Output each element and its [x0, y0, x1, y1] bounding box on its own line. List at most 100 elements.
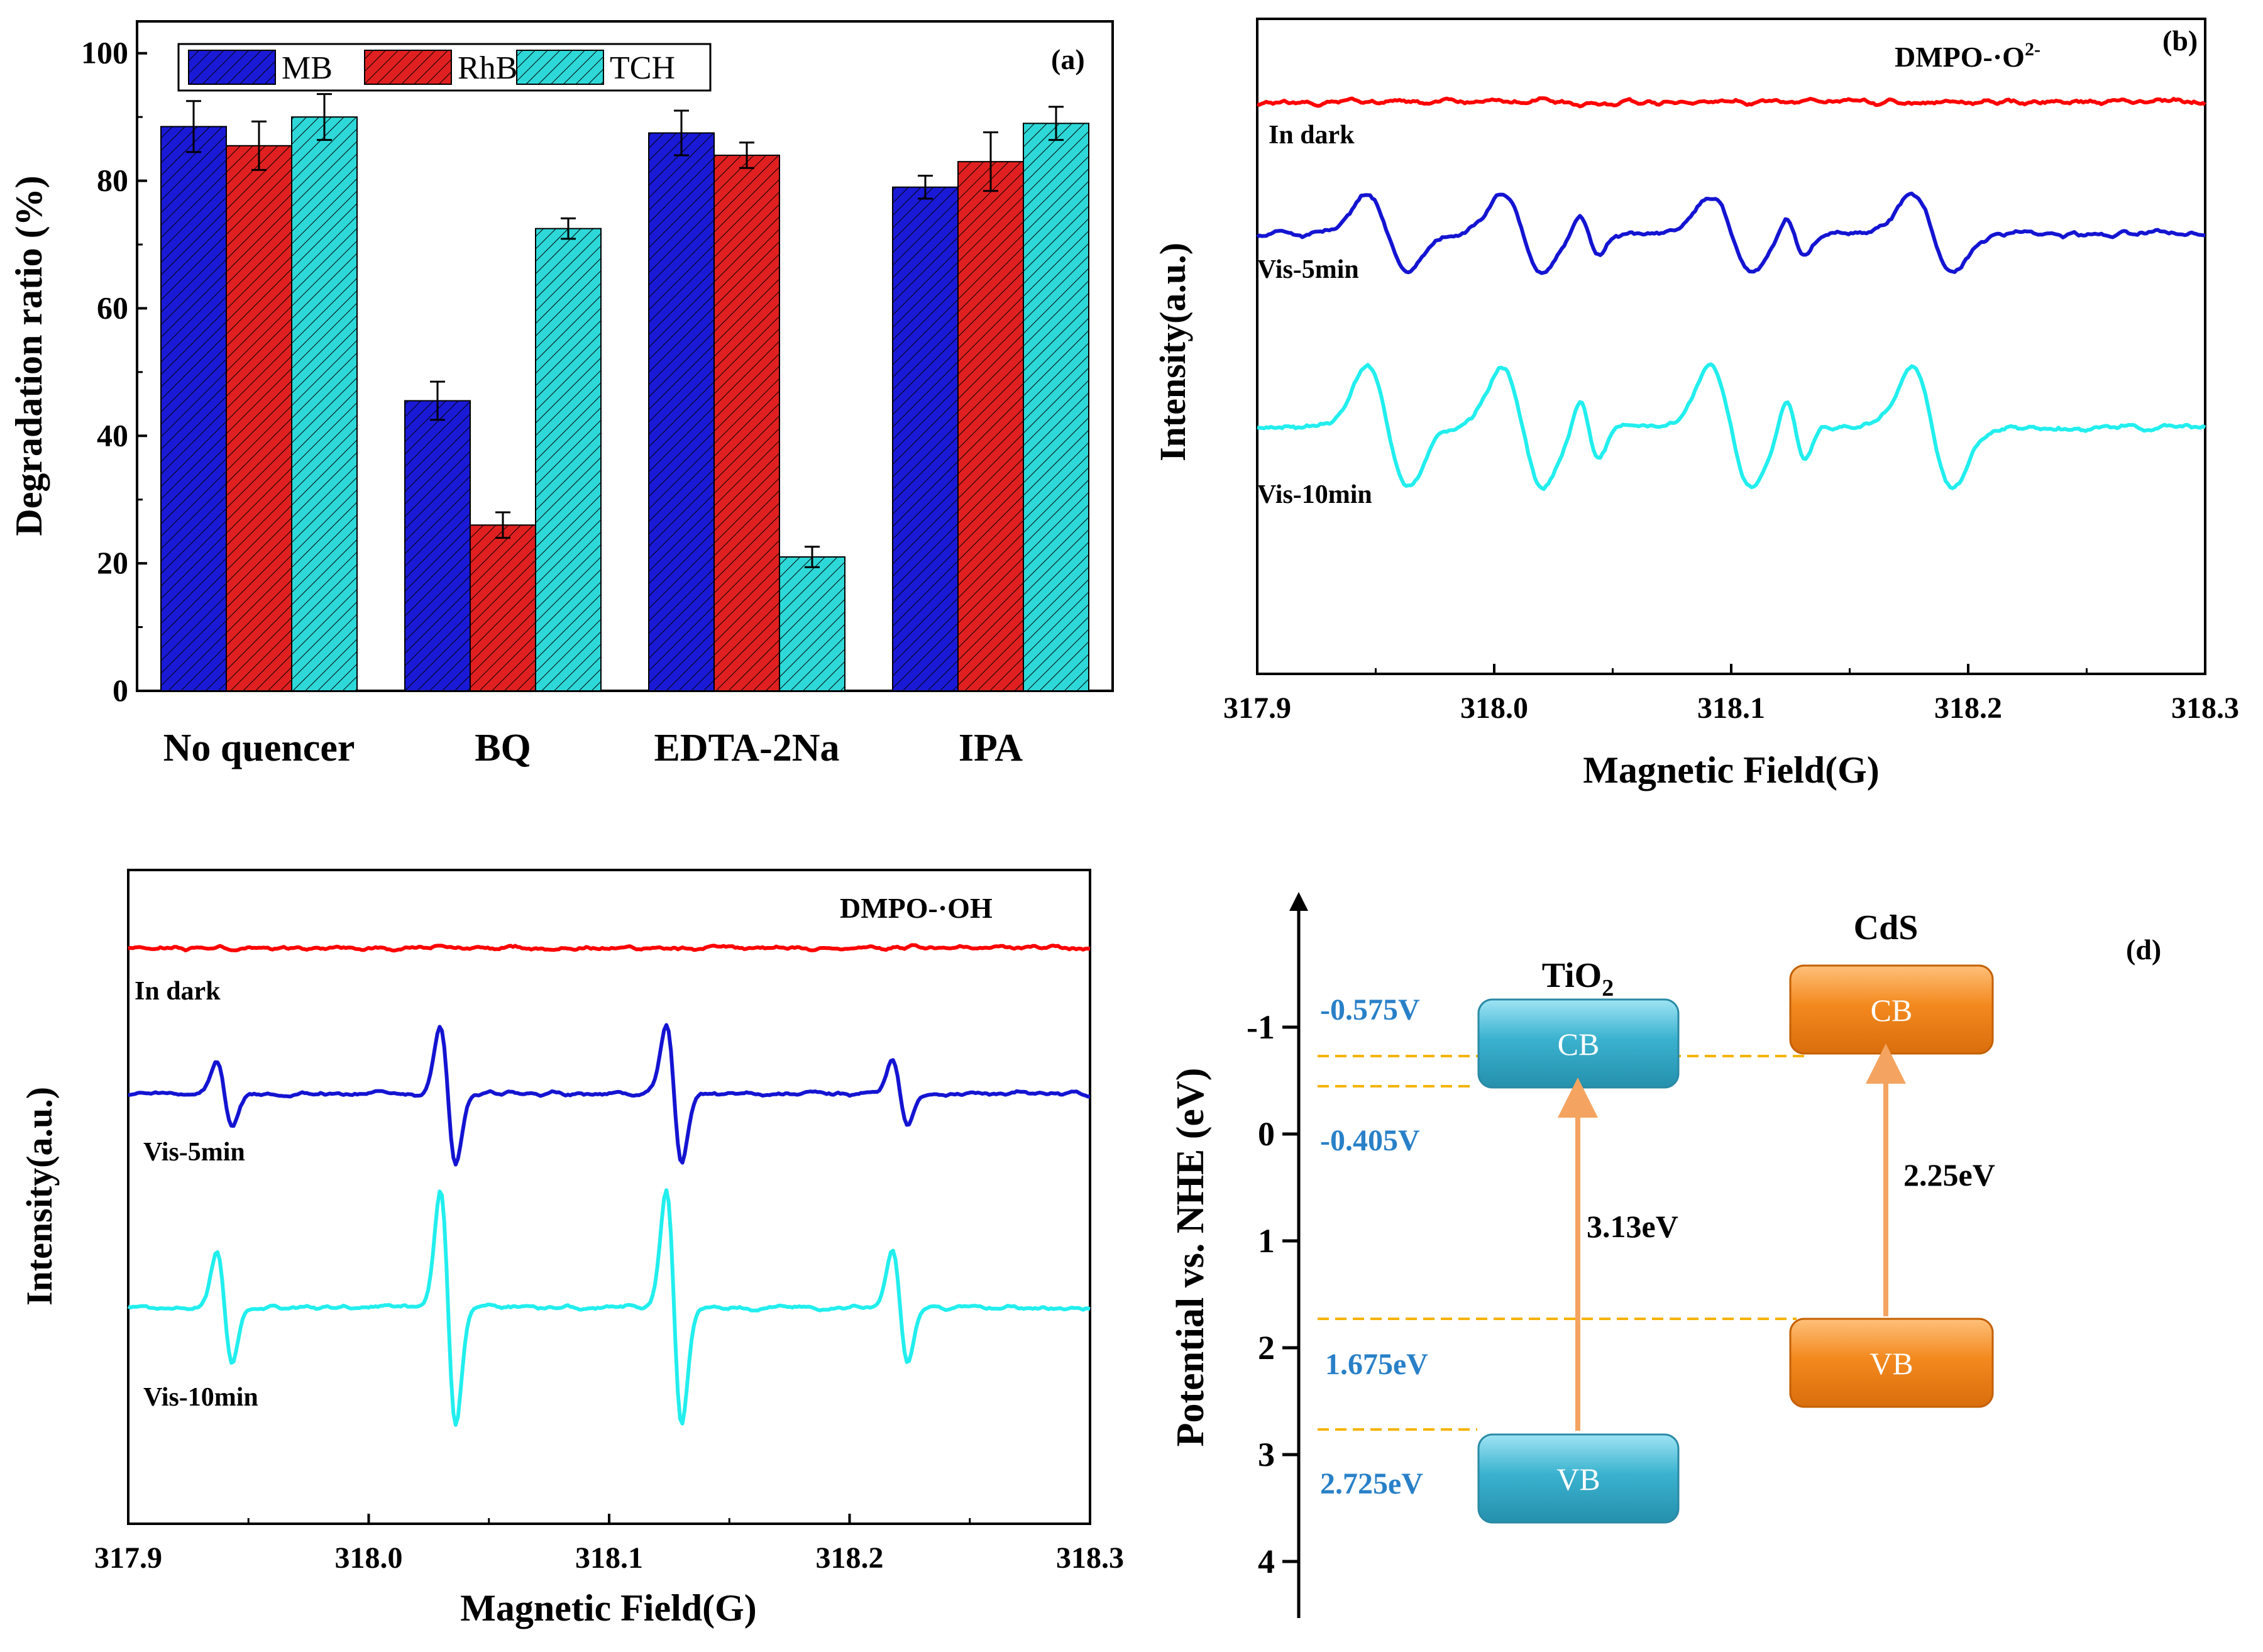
panel-c-epr-chart: 317.9 318.0 318.1 318.2 318.3 In dark Vis-5m…	[19, 869, 1124, 1629]
value-cb-edge: -0.405V	[1320, 1124, 1420, 1157]
value-vb-tio2: 2.725eV	[1320, 1467, 1423, 1501]
panel-a-y-axis-label: Degradation ratio (%)	[8, 175, 50, 536]
legend-swatch-tch	[516, 50, 604, 85]
panel-b-line-vis-10min	[1257, 362, 2206, 491]
bar-rhb-1	[470, 524, 536, 691]
legend-label-rhb: RhB	[458, 50, 517, 86]
error-bar-tch-0	[317, 93, 332, 141]
bar-tch-3	[1023, 123, 1089, 692]
error-bar-rhb-2	[739, 141, 754, 169]
panel-a-tag: (a)	[1051, 43, 1085, 75]
bar-rhb-0	[226, 145, 292, 692]
panel-c-frame	[127, 869, 1091, 1525]
panel-d-tag: (d)	[2126, 933, 2161, 966]
bar-mb-2	[648, 132, 715, 691]
cds-cb-label: CB	[1871, 993, 1913, 1028]
error-bar-mb-1	[430, 380, 445, 421]
cds-vb-box: VB	[1789, 1318, 1994, 1408]
tio2-vb-box: VB	[1477, 1433, 1680, 1524]
bar-tch-0	[291, 116, 358, 691]
panel-c-series-label-vis5: Vis-5min	[143, 1138, 245, 1167]
y-tick-label-4: 80	[97, 163, 128, 198]
error-bar-mb-0	[186, 100, 201, 153]
panel-d-y-tick-label-2: 1	[1258, 1222, 1275, 1260]
x-tick-label-2: EDTA-2Na	[654, 727, 839, 769]
panel-b-frame	[1256, 18, 2206, 675]
panel-b-annotation: DMPO-·O2-	[1895, 39, 2040, 73]
panel-b-line-in-dark	[1257, 96, 2206, 109]
panel-b-x-tick-label-3: 318.2	[1934, 691, 2002, 725]
bar-tch-2	[779, 556, 845, 691]
error-bar-tch-1	[561, 217, 576, 240]
panel-c-annotation: DMPO-·OH	[840, 892, 993, 924]
x-tick-label-0: No quencer	[163, 727, 355, 769]
panel-b-x-tick-label-1: 318.0	[1460, 691, 1528, 725]
panel-c-line-in-dark	[128, 943, 1091, 953]
panel-b-line-vis-5min	[1256, 191, 2205, 275]
panel-c-series-label-vis10: Vis-10min	[143, 1383, 258, 1412]
y-tick-label-0: 0	[113, 673, 128, 708]
panel-b-series-label-dark: In dark	[1269, 121, 1355, 150]
y-tick-label-1: 20	[97, 545, 128, 580]
panel-a-bars	[160, 93, 1089, 692]
tio2-vb-label: VB	[1556, 1462, 1600, 1497]
error-bar-rhb-0	[251, 120, 267, 171]
panel-b-x-tick-label-4: 318.3	[2171, 691, 2239, 725]
cds-vb-label: VB	[1869, 1346, 1913, 1381]
panel-b-series-label-vis10: Vis-10min	[1257, 480, 1372, 509]
panel-a-bar-chart: 0 20 40 60 80 100 No quencer BQ EDTA-2Na IPA Deg…	[8, 20, 1114, 769]
tio2-cb-label: CB	[1558, 1027, 1600, 1062]
panel-c-x-tick-label-3: 318.2	[816, 1541, 884, 1575]
panel-c-line-vis-5min	[128, 1023, 1091, 1167]
cds-gap-label: 2.25eV	[1903, 1157, 1995, 1192]
panel-a-frame	[136, 20, 1114, 692]
legend-swatch-rhb	[364, 50, 452, 85]
panel-b-tag: (b)	[2162, 25, 2198, 57]
panel-d-y-axis-label: Potential vs. NHE (eV)	[1169, 1068, 1212, 1447]
panel-c-x-tick-label-4: 318.3	[1056, 1541, 1124, 1575]
panel-c-series-label-dark: In dark	[135, 977, 221, 1006]
bar-mb-3	[892, 186, 959, 691]
cds-cb-box: CB	[1789, 964, 1994, 1055]
error-bar-tch-2	[805, 546, 820, 568]
bar-rhb-3	[957, 161, 1024, 691]
panel-c-line-vis-10min	[127, 1188, 1091, 1427]
error-bar-mb-3	[918, 174, 933, 200]
x-tick-label-3: IPA	[959, 727, 1023, 769]
error-bar-mb-2	[674, 109, 689, 157]
value-cb-tio2: -0.575V	[1320, 993, 1420, 1027]
y-tick-label-2: 40	[97, 417, 128, 453]
y-tick-label-3: 60	[97, 290, 128, 325]
panel-b-x-tick-label-2: 318.1	[1697, 691, 1765, 725]
panel-c-y-axis-label: Intensity(a.u.)	[19, 1087, 60, 1306]
panel-b-series-label-vis5: Vis-5min	[1257, 255, 1359, 284]
panel-d-y-tick-label-3: 2	[1258, 1329, 1275, 1367]
panel-b-x-axis-label: Magnetic Field(G)	[1583, 749, 1880, 791]
panel-b-y-axis-label: Intensity(a.u.)	[1152, 243, 1193, 461]
panel-d-y-tick-label-4: 3	[1258, 1436, 1275, 1473]
legend-label-mb: MB	[282, 50, 333, 86]
panel-c-x-ticks: 317.9 318.0 318.1 318.2 318.3	[94, 1514, 1124, 1575]
panel-b-epr-chart: 317.9 318.0 318.1 318.2 318.3 In dark Vis-5m…	[1152, 18, 2239, 791]
bar-mb-1	[404, 400, 471, 691]
error-bar-rhb-1	[495, 511, 510, 539]
tio2-gap-label: 3.13eV	[1587, 1209, 1678, 1244]
panel-d-y-tick-label-1: 0	[1258, 1115, 1275, 1153]
panel-d-y-ticks: -1 0 1 2 3 4	[1247, 1008, 1299, 1580]
panel-a-y-ticks: 0 20 40 60 80 100	[81, 35, 147, 708]
material-label-cds: CdS	[1854, 908, 1919, 947]
panel-c-x-tick-label-1: 318.0	[335, 1541, 403, 1575]
panel-a-legend: MB RhB TCH	[177, 43, 712, 92]
x-tick-label-1: BQ	[475, 727, 531, 769]
panel-d-band-diagram: -1 0 1 2 3 4 Potential vs. NHE (eV) -0.575V -…	[1169, 892, 2161, 1618]
panel-c-x-tick-label-0: 317.9	[94, 1541, 162, 1575]
panel-b-x-tick-label-0: 317.9	[1223, 691, 1291, 725]
bar-mb-0	[160, 126, 227, 692]
y-tick-label-5: 100	[81, 35, 128, 70]
panel-c-lines	[127, 943, 1091, 1427]
panel-d-y-tick-label-5: 4	[1258, 1543, 1275, 1580]
bar-rhb-2	[713, 155, 780, 691]
panel-c-x-axis-label: Magnetic Field(G)	[460, 1587, 757, 1629]
panel-b-lines	[1256, 96, 2206, 491]
